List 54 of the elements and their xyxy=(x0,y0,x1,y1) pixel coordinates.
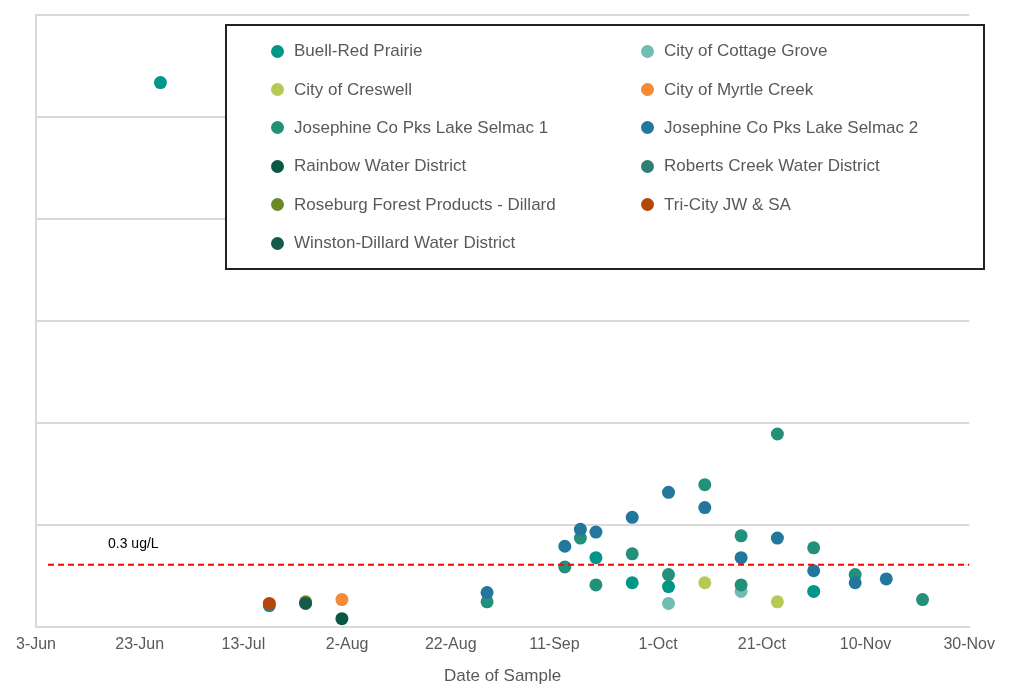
legend-label: Josephine Co Pks Lake Selmac 2 xyxy=(664,117,919,138)
x-tick-label: 21-Oct xyxy=(737,635,787,653)
point xyxy=(879,572,893,586)
x-tick-label: 2-Aug xyxy=(325,635,369,653)
legend-label: Winston-Dillard Water District xyxy=(294,233,516,254)
x-tick-label: 23-Jun xyxy=(115,635,165,653)
point xyxy=(848,576,862,590)
point xyxy=(807,584,821,598)
point xyxy=(698,478,712,492)
point xyxy=(734,529,748,543)
point xyxy=(558,539,572,553)
x-tick-label: 3-Jun xyxy=(16,635,57,653)
legend-label: Tri-City JW & SA xyxy=(664,194,791,215)
legend-label: Buell-Red Prairie xyxy=(294,41,423,62)
point xyxy=(589,525,603,539)
legend-label: City of Cottage Grove xyxy=(664,41,828,62)
ref-line-label: 0.3 ug/L xyxy=(108,534,159,551)
point xyxy=(807,564,821,578)
x-axis-title: Date of Sample xyxy=(444,666,562,686)
point xyxy=(662,596,676,610)
point xyxy=(807,541,821,555)
point xyxy=(335,593,349,607)
point xyxy=(662,580,676,594)
legend-label: Roberts Creek Water District xyxy=(664,156,880,177)
point xyxy=(625,576,639,590)
legend-label: Josephine Co Pks Lake Selmac 1 xyxy=(294,117,549,138)
point xyxy=(153,76,167,90)
point xyxy=(916,593,930,607)
x-tick-label: 13-Jul xyxy=(221,635,266,653)
point xyxy=(770,427,784,441)
point xyxy=(770,595,784,609)
x-tick-label: 22-Aug xyxy=(424,635,477,653)
x-tick-label: 1-Oct xyxy=(638,635,679,653)
point xyxy=(734,551,748,565)
x-tick-label: 11-Sep xyxy=(529,635,580,653)
point xyxy=(662,568,676,582)
legend-label: City of Creswell xyxy=(294,79,413,100)
point xyxy=(573,522,587,536)
point xyxy=(589,578,603,592)
point xyxy=(698,576,712,590)
point xyxy=(335,612,349,626)
x-tick-label: 10-Nov xyxy=(839,635,892,653)
point xyxy=(625,547,639,561)
point xyxy=(734,578,748,592)
point xyxy=(770,531,784,545)
x-tick-label: 30-Nov xyxy=(943,635,995,653)
point xyxy=(662,485,676,499)
legend-label: Rainbow Water District xyxy=(294,156,467,177)
point xyxy=(698,501,712,515)
legend-label: City of Myrtle Creek xyxy=(664,79,814,100)
legend-label: Roseburg Forest Products - Dillard xyxy=(294,194,556,215)
point xyxy=(589,551,603,565)
point xyxy=(480,586,494,600)
point xyxy=(625,510,639,524)
